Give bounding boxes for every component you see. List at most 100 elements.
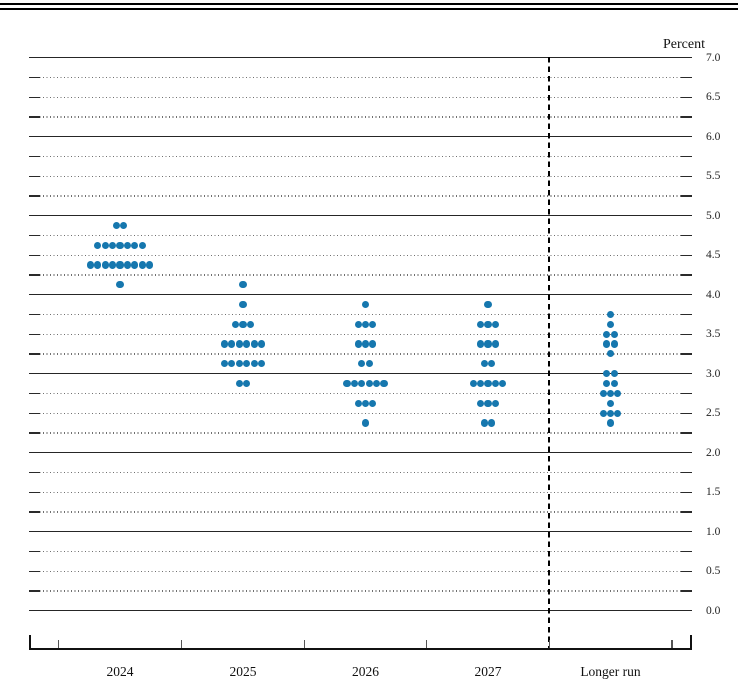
projection-dot [606,419,615,427]
projection-dot [354,399,362,407]
projection-dot [491,399,499,407]
projection-dot [484,379,492,388]
projection-dot [235,379,243,388]
gridline-right-cap [681,392,692,395]
x-axis-tick [180,640,183,648]
projection-dot [603,379,611,388]
projection-dot [361,419,370,427]
solid-gridline [29,294,692,296]
projection-dot [112,221,120,230]
projection-dot [257,360,266,368]
x-axis-label: 2027 [474,664,502,679]
projection-dot [120,221,128,230]
projection-dot [614,389,622,397]
projection-dot [614,409,622,417]
gridline-right-cap [681,412,692,414]
projection-dot [354,320,362,328]
dotted-gridline [29,471,692,474]
projection-dot [484,300,492,309]
gridline-left-cap [29,550,40,553]
y-tick-label: 3.5 [706,328,721,341]
solid-gridline [29,531,692,533]
y-tick-label: 1.5 [706,486,721,499]
projection-dot [235,340,243,348]
solid-gridline [29,610,692,612]
gridline-right-cap [681,274,692,276]
projection-dot [477,379,485,388]
projection-dot [239,300,247,309]
projection-dot [488,419,496,427]
gridline-right-cap [681,511,692,513]
projection-dot [361,340,370,348]
projection-dot [603,340,611,348]
gridline-left-cap [29,392,40,395]
projection-dot [477,399,485,407]
longer-run-separator-dashed-line [547,57,551,648]
gridline-right-cap [681,96,692,98]
projection-dot [599,389,607,397]
projection-dot [484,399,492,407]
x-axis-tick [57,640,60,648]
dotted-gridline [29,195,692,197]
gridline-left-cap [29,353,40,355]
projection-dot [220,340,229,348]
projection-dot [488,360,496,368]
gridline-right-cap [681,333,692,335]
projection-dot [239,320,247,328]
projection-dot [146,261,154,269]
projection-dot [606,350,615,358]
projection-dot [116,261,124,269]
gridline-left-cap [29,570,40,572]
x-axis-label: 2026 [352,664,379,679]
gridline-right-cap [681,491,692,493]
projection-dot [606,409,615,417]
solid-gridline [29,452,692,454]
dotted-gridline [29,491,692,493]
projection-dot [94,261,102,269]
projection-dot [239,281,247,289]
projection-dot [358,360,366,368]
projection-dot [480,419,488,427]
gridline-left-cap [29,511,40,513]
projection-dot [101,261,109,269]
x-axis-end-cap [690,635,692,648]
projection-dot [350,379,358,388]
projection-dot [343,379,351,388]
gridline-left-cap [29,175,40,177]
gridline-right-cap [681,195,692,197]
dotted-gridline [29,432,692,434]
x-axis-label: Longer run [580,664,641,679]
gridline-right-cap [681,570,692,572]
y-tick-label: 4.0 [706,288,721,301]
projection-dot [246,320,254,328]
gridline-right-cap [681,471,692,474]
projection-dot [606,389,615,397]
gridline-left-cap [29,432,40,434]
solid-gridline [29,373,692,375]
projection-dot [354,340,362,348]
projection-dot [373,379,381,388]
projection-dot [603,370,611,378]
gridline-left-cap [29,274,40,276]
projection-dot [358,379,366,388]
y-tick-label: 5.5 [706,170,721,183]
projection-dot [250,340,258,348]
projection-dot [116,241,124,249]
projection-dot [477,340,485,348]
projection-dot [369,320,377,328]
projection-dot [369,399,377,407]
y-tick-label: 3.0 [706,367,721,380]
projection-dot [491,320,499,328]
solid-gridline [29,215,692,217]
projection-dot [243,340,251,348]
projection-dot [243,360,251,368]
dotted-gridline [29,76,692,79]
projection-dot [123,241,131,249]
y-tick-label: 6.0 [706,130,721,143]
projection-dot [480,360,488,368]
projection-dot [220,360,229,368]
projection-dot [232,320,240,328]
gridline-right-cap [681,76,692,79]
gridline-left-cap [29,333,40,335]
x-axis-tick [671,640,673,648]
